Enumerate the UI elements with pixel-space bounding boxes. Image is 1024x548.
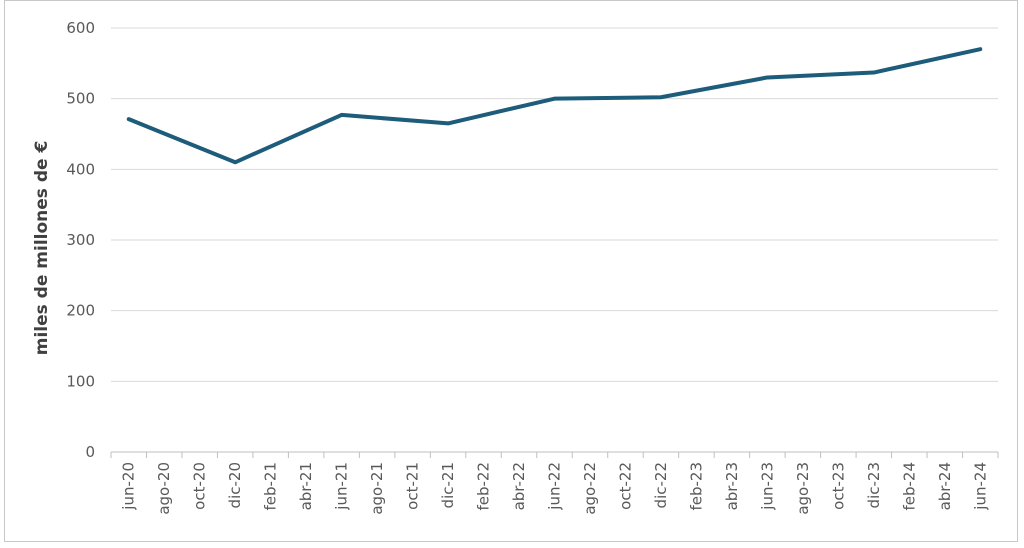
y-axis-label: miles de millones de €	[32, 141, 52, 356]
x-tick-label: jun-22	[546, 462, 564, 511]
x-tick-label: oct-22	[616, 462, 634, 510]
x-tick-label: jun-23	[758, 462, 776, 511]
x-tick-label: oct-23	[829, 462, 847, 510]
x-tick-label: dic-22	[652, 462, 670, 508]
y-tick-label: 400	[66, 160, 95, 178]
series-layer	[126, 47, 983, 165]
y-tick-label: 500	[66, 90, 95, 108]
x-tick-label: abr-24	[936, 462, 954, 510]
x-tick-label: abr-21	[297, 462, 315, 510]
y-tick-label: 600	[66, 19, 95, 37]
y-tick-label: 0	[85, 443, 95, 461]
axes	[110, 451, 999, 458]
x-tick-label: abr-22	[510, 462, 528, 510]
x-tick-label: ago-21	[368, 462, 386, 515]
series-line	[126, 47, 983, 165]
x-tick-label: feb-24	[900, 462, 918, 511]
gridlines	[111, 27, 998, 382]
x-tick-label: dic-23	[865, 462, 883, 508]
x-tick-label: oct-21	[404, 462, 422, 510]
y-tick-labels: 0 100 200 300 400 500 600	[66, 19, 95, 461]
x-tick-labels: jun-20 ago-20 oct-20 dic-20 feb-21 abr-21 jun-…	[120, 462, 990, 515]
x-tick-label: jun-20	[120, 462, 138, 511]
x-tick-label: oct-20	[191, 462, 209, 510]
x-tick-label: ago-23	[794, 462, 812, 515]
x-tick-label: dic-20	[226, 462, 244, 508]
x-tick-label: jun-24	[971, 462, 989, 511]
x-tick-label: ago-20	[155, 462, 173, 515]
x-tick-label: jun-21	[333, 462, 351, 511]
y-tick-label: 300	[66, 231, 95, 249]
x-tick-label: feb-22	[475, 462, 493, 511]
y-tick-label: 200	[66, 302, 95, 320]
x-tick-label: feb-23	[687, 462, 705, 511]
x-tick-label: abr-23	[723, 462, 741, 510]
x-tick-label: ago-22	[581, 462, 599, 515]
x-tick-label: dic-21	[439, 462, 457, 508]
y-tick-label: 100	[66, 372, 95, 390]
x-tick-label: feb-21	[262, 462, 280, 511]
